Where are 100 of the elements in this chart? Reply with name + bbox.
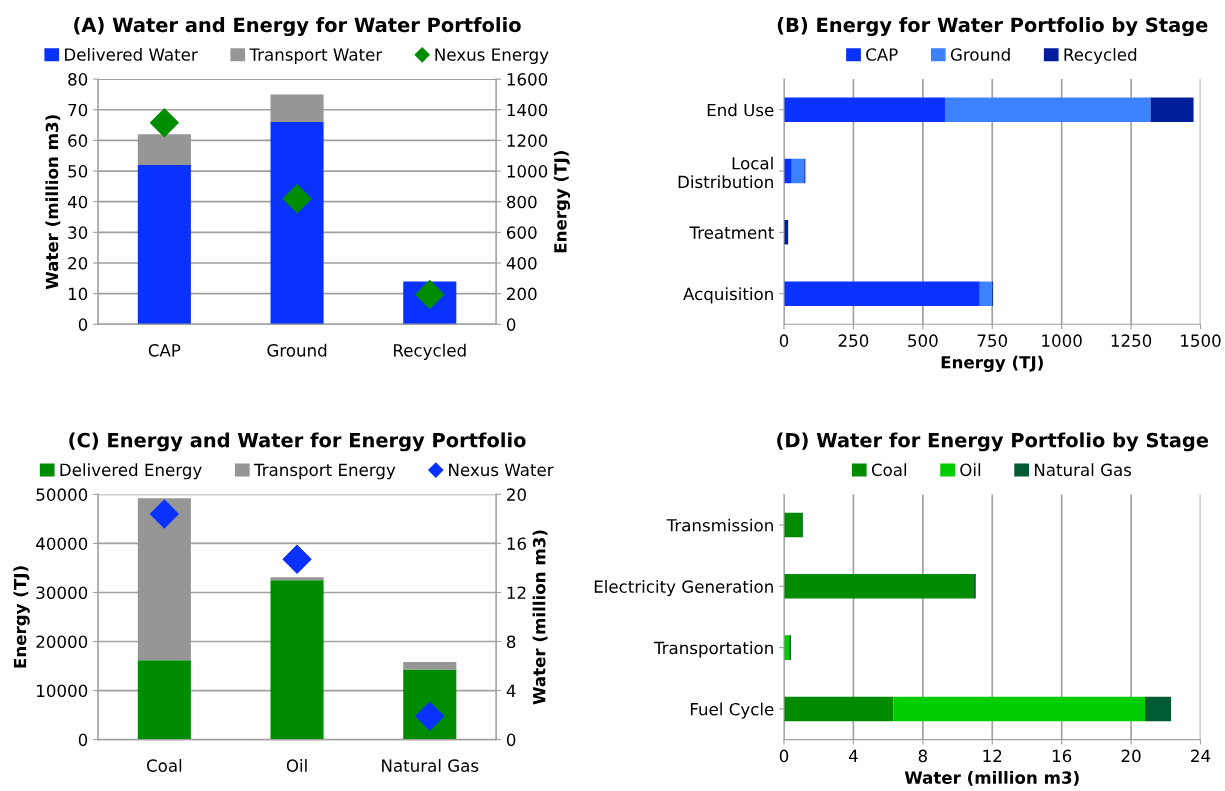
legend-label: Recycled <box>1064 47 1137 65</box>
legend-label: Transport Energy <box>253 463 396 480</box>
y2-tick-label: 0 <box>506 733 516 747</box>
bar <box>945 97 1151 123</box>
bar <box>137 660 191 740</box>
x-tick-label: Recycled <box>394 343 466 360</box>
x-tick-label: 16 <box>1052 749 1072 763</box>
y2-tick-label: 0 <box>506 318 516 331</box>
chart-title: (D) Water for Energy Portfolio by Stage <box>777 432 1209 452</box>
y-tick-label: 60 <box>68 134 88 147</box>
y2-tick-label: 400 <box>506 256 537 270</box>
bar <box>893 696 1145 722</box>
y-tick-label: 50000 <box>36 488 88 501</box>
legend-label: CAP <box>866 48 898 61</box>
chart-title: (A) Water and Energy for Water Portfolio <box>74 17 521 37</box>
y2-tick-label: 8 <box>506 635 516 649</box>
x-tick-label: 0 <box>779 749 789 763</box>
bar <box>1144 696 1171 722</box>
y-tick-label: Acquisition <box>683 287 773 304</box>
y-tick-label: 0 <box>78 318 88 331</box>
y-tick-label: 10000 <box>37 684 88 698</box>
y-tick-label: Fuel Cycle <box>690 702 774 719</box>
bar <box>270 577 324 581</box>
y2-tick-label: 1200 <box>507 134 548 147</box>
y2-axis-title: Energy (TJ) <box>553 151 571 253</box>
y-tick-label: 0 <box>78 733 88 747</box>
x-tick-label: Ground <box>267 343 327 357</box>
y2-tick-label: 800 <box>506 195 537 209</box>
x-tick-label: 1000 <box>1042 334 1082 347</box>
y-tick-label: 50 <box>68 165 88 178</box>
y-tick-label: End Use <box>707 103 774 117</box>
y-tick-label: 30 <box>68 226 88 239</box>
bar <box>784 281 980 306</box>
y2-tick-label: 16 <box>507 537 527 550</box>
y-axis-title: Energy (TJ) <box>13 566 30 668</box>
bar <box>270 122 324 325</box>
bar <box>784 574 975 599</box>
x-tick-label: 24 <box>1191 749 1211 762</box>
bar <box>1150 97 1194 123</box>
y2-tick-label: 12 <box>507 586 526 599</box>
x-axis-title: Water (million m3) <box>904 770 1079 786</box>
bar <box>979 281 993 306</box>
legend-label: Coal <box>871 463 907 477</box>
x-tick-label: 1500 <box>1181 334 1221 347</box>
bar <box>403 662 457 670</box>
chart-title: (C) Energy and Water for Energy Portfolio <box>69 432 526 452</box>
bar <box>137 164 191 325</box>
x-axis-title: Energy (TJ) <box>941 355 1043 372</box>
y-tick-label: Electricity Generation <box>594 580 773 597</box>
bar <box>791 158 805 184</box>
x-tick-label: 12 <box>983 749 1002 762</box>
legend-label: Nexus Energy <box>435 48 549 65</box>
y-tick-label: 70 <box>68 103 88 117</box>
y-tick-label: 40000 <box>36 537 88 550</box>
legend-label: Natural Gas <box>1034 463 1132 477</box>
x-tick-label: 0 <box>779 334 789 347</box>
point <box>149 499 179 529</box>
x-tick-label: CAP <box>148 344 181 357</box>
y2-tick-label: 20 <box>507 488 526 501</box>
x-tick-label: 500 <box>908 334 938 347</box>
bar <box>270 580 324 740</box>
x-tick-label: 1250 <box>1111 334 1152 347</box>
x-tick-label: Oil <box>286 759 307 772</box>
bar <box>784 97 946 123</box>
x-tick-label: 750 <box>977 334 1008 347</box>
x-tick-label: 8 <box>918 749 927 763</box>
x-tick-label: 20 <box>1121 749 1141 763</box>
y-axis-title: Water (million m3) <box>45 115 61 290</box>
y-tick-label: 10 <box>68 287 88 301</box>
y2-tick-label: 200 <box>507 287 537 301</box>
y2-tick-label: 4 <box>506 684 516 697</box>
y-tick-label: 20000 <box>36 635 88 649</box>
y2-tick-label: 600 <box>507 226 537 239</box>
y-tick-label: 20 <box>68 256 88 270</box>
y-tick-label: Transportation <box>653 641 773 658</box>
legend-label: Ground <box>950 47 1010 61</box>
y2-tick-label: 1600 <box>507 73 548 86</box>
y-tick-label: 80 <box>68 73 88 86</box>
y-tick-label: Treatment <box>689 226 774 239</box>
x-tick-label: Coal <box>146 759 182 772</box>
x-tick-label: Natural Gas <box>382 759 479 772</box>
bar <box>784 696 894 722</box>
legend-label: Delivered Water <box>65 47 198 61</box>
y-tick-label: 30000 <box>36 586 88 600</box>
x-tick-label: 4 <box>848 749 858 762</box>
legend-label: Transport Water <box>249 48 383 65</box>
y2-axis-title: Water (million m3) <box>532 530 548 705</box>
legend-label: Delivered Energy <box>60 463 202 480</box>
y-tick-label: Transmission <box>666 518 773 532</box>
point <box>149 108 179 138</box>
legend-label: Nexus Water <box>449 463 554 477</box>
point <box>282 544 312 574</box>
legend-label: Oil <box>960 463 981 477</box>
y-tick-label: Local Distribution <box>678 156 773 189</box>
y2-tick-label: 1400 <box>507 103 548 117</box>
x-tick-label: 250 <box>838 334 869 347</box>
bar <box>784 512 803 538</box>
point <box>282 184 312 214</box>
chart-title: (B) Energy for Water Portfolio by Stage <box>777 17 1208 37</box>
y2-tick-label: 1000 <box>507 165 548 178</box>
